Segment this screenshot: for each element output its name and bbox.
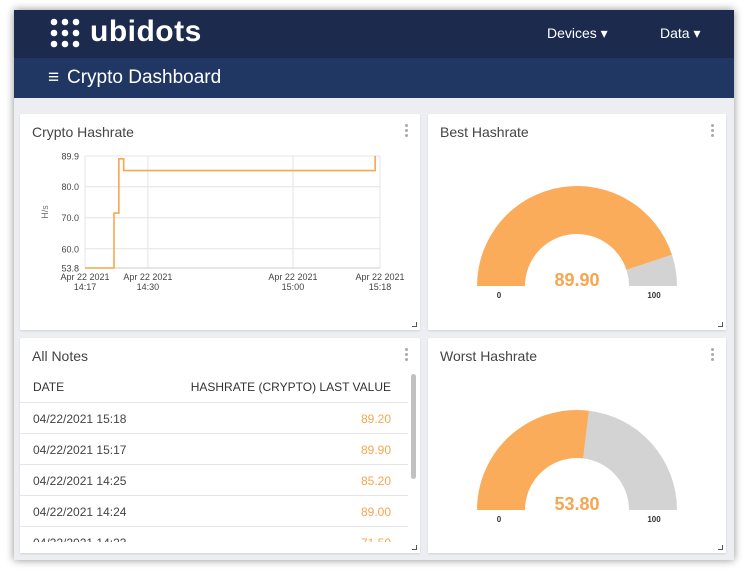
column-header: HASHRATE (CRYPTO) LAST VALUE [190, 380, 391, 394]
gauge: 53.80 0 100 [477, 410, 677, 524]
table-row: 04/22/2021 15:17 89.90 [20, 433, 408, 465]
date-cell: 04/22/2021 14:24 [33, 505, 127, 519]
gauge-min-label: 0 [497, 291, 502, 300]
dashboard: ubidots Devices ▾ Data ▾ ≡ Crypto Dashbo… [14, 10, 734, 560]
x-tick-label: Apr 22 2021 15:18 [355, 272, 404, 292]
y-tick-label: 60.0 [61, 244, 79, 254]
value-cell: 85.20 [360, 474, 391, 488]
gauge-max-label: 100 [647, 515, 661, 524]
gauge-value-label: 89.90 [554, 270, 599, 290]
gauge: 89.90 0 100 [477, 186, 677, 300]
y-tick-label: 89.9 [61, 152, 79, 162]
widget-title: All Notes [32, 348, 89, 364]
gauge-value-label: 53.80 [554, 494, 599, 514]
gauge-max-label: 100 [647, 291, 661, 300]
nav-label[interactable]: Devices [547, 25, 597, 41]
widget-menu[interactable] [405, 124, 408, 139]
dashboard-bar: ≡ Crypto Dashboard [14, 58, 734, 98]
menu-icon[interactable]: ≡ [48, 67, 60, 88]
resize-handle[interactable] [718, 322, 723, 327]
table-row: 04/22/2021 14:24 89.00 [20, 495, 408, 527]
widget-menu[interactable] [711, 124, 714, 139]
resize-handle[interactable] [412, 322, 417, 327]
gauge-widget: Best Hashrate 89.90 0 100 [428, 114, 726, 330]
column-header: DATE [33, 380, 65, 394]
gauge-track [626, 254, 677, 286]
gauge-min-label: 0 [497, 515, 502, 524]
x-tick-label: Apr 22 2021 14:17 [60, 272, 109, 292]
y-axis-label: H/s [40, 205, 50, 219]
widget-title: Best Hashrate [440, 124, 529, 140]
value-cell: 71.50 [361, 536, 391, 542]
line-series [85, 156, 376, 269]
table-body: 04/22/2021 15:18 89.20 04/22/2021 15:17 89.… [20, 402, 408, 542]
y-tick-label: 70.0 [61, 213, 79, 223]
value-cell: 89.90 [360, 443, 391, 457]
y-tick-label: 80.0 [61, 182, 79, 192]
widget-menu[interactable] [405, 348, 408, 363]
date-cell: 04/22/2021 15:17 [33, 443, 127, 457]
nav-label[interactable]: Data [660, 25, 690, 41]
line-chart: 53.8 60.0 70.0 80.0 89.9 Apr 22 2021 14:17 Apr … [40, 152, 405, 293]
x-tick-label: Apr 22 2021 15:00 [268, 272, 317, 292]
y-tick-label: 53.8 [61, 264, 79, 274]
resize-handle[interactable] [412, 545, 417, 550]
gauge-value [477, 410, 589, 510]
value-cell: 89.20 [360, 412, 391, 426]
gauge-track [583, 410, 677, 510]
widget-title: Worst Hashrate [440, 348, 537, 364]
dashboard-title: Crypto Dashboard [67, 67, 222, 88]
table-row: 04/22/2021 15:18 89.20 [20, 402, 408, 434]
nav-item[interactable]: Data ▾ [660, 25, 701, 41]
logo-icon [50, 18, 80, 48]
scrollbar[interactable] [411, 374, 416, 479]
date-cell: 04/22/2021 14:23 [33, 536, 126, 542]
resize-handle[interactable] [718, 545, 723, 550]
chart-widget: Crypto Hashrate 53.8 60.0 70.0 80.0 89.9 Apr … [20, 114, 420, 330]
top-nav: ubidots Devices ▾ Data ▾ [14, 10, 734, 58]
widget-menu[interactable] [711, 348, 714, 363]
gauge-widget: Worst Hashrate 53.80 0 100 [428, 338, 726, 553]
date-cell: 04/22/2021 14:25 [33, 474, 127, 488]
table-widget: All Notes DATE HASHRATE (CRYPTO) LAST VA… [20, 338, 420, 553]
brand: ubidots [90, 15, 202, 48]
value-cell: 89.00 [360, 505, 391, 519]
table-row: 04/22/2021 14:23 71.50 [20, 526, 408, 542]
widget-title: Crypto Hashrate [32, 124, 134, 140]
date-cell: 04/22/2021 15:18 [33, 412, 127, 426]
table-row: 04/22/2021 14:25 85.20 [20, 464, 408, 496]
x-tick-label: Apr 22 2021 14:30 [123, 272, 172, 292]
nav-item[interactable]: Devices ▾ [547, 25, 608, 41]
gauge-value [477, 186, 673, 286]
